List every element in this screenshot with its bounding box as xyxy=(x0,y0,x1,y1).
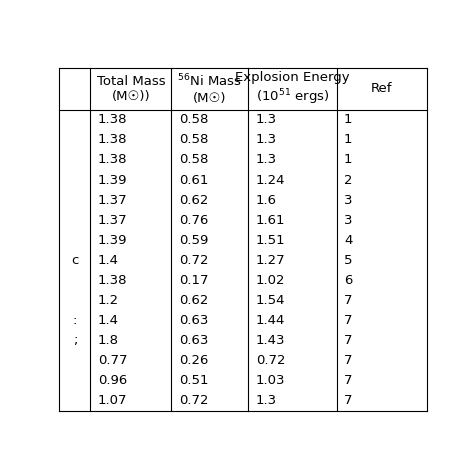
Text: 3: 3 xyxy=(344,214,353,227)
Text: :: : xyxy=(73,314,77,327)
Text: 1.07: 1.07 xyxy=(98,394,128,407)
Text: 0.58: 0.58 xyxy=(179,154,208,166)
Text: 1.39: 1.39 xyxy=(98,234,128,247)
Text: 1.3: 1.3 xyxy=(256,394,277,407)
Text: 0.61: 0.61 xyxy=(179,173,208,187)
Text: 0.72: 0.72 xyxy=(179,254,208,267)
Text: 1.38: 1.38 xyxy=(98,113,128,127)
Text: 1.3: 1.3 xyxy=(256,113,277,127)
Text: 1: 1 xyxy=(344,113,353,127)
Text: 0.51: 0.51 xyxy=(179,374,208,387)
Text: 5: 5 xyxy=(344,254,353,267)
Text: 0.58: 0.58 xyxy=(179,133,208,146)
Text: 1.27: 1.27 xyxy=(256,254,285,267)
Text: Ref: Ref xyxy=(371,82,392,95)
Text: 1.8: 1.8 xyxy=(98,334,119,347)
Text: 2: 2 xyxy=(344,173,353,187)
Text: 4: 4 xyxy=(344,234,352,247)
Text: 1.24: 1.24 xyxy=(256,173,285,187)
Text: 1.61: 1.61 xyxy=(256,214,285,227)
Text: 0.63: 0.63 xyxy=(179,334,208,347)
Text: Explosion Energy
(10$^{51}$ ergs): Explosion Energy (10$^{51}$ ergs) xyxy=(235,71,350,107)
Text: 7: 7 xyxy=(344,314,353,327)
Text: 1.43: 1.43 xyxy=(256,334,285,347)
Text: 0.72: 0.72 xyxy=(179,394,208,407)
Text: 0.17: 0.17 xyxy=(179,274,208,287)
Text: c: c xyxy=(71,254,79,267)
Text: 1.51: 1.51 xyxy=(256,234,285,247)
Text: 1.4: 1.4 xyxy=(98,314,119,327)
Text: ;: ; xyxy=(73,334,77,347)
Text: 3: 3 xyxy=(344,194,353,207)
Text: 1.37: 1.37 xyxy=(98,214,128,227)
Text: 7: 7 xyxy=(344,374,353,387)
Text: 0.72: 0.72 xyxy=(256,354,285,367)
Text: 1.38: 1.38 xyxy=(98,133,128,146)
Text: 7: 7 xyxy=(344,394,353,407)
Text: 0.58: 0.58 xyxy=(179,113,208,127)
Text: 6: 6 xyxy=(344,274,352,287)
Text: 1.38: 1.38 xyxy=(98,154,128,166)
Text: 0.76: 0.76 xyxy=(179,214,208,227)
Text: 0.26: 0.26 xyxy=(179,354,208,367)
Text: 1.37: 1.37 xyxy=(98,194,128,207)
Text: Total Mass
(M☉)): Total Mass (M☉)) xyxy=(97,75,165,103)
Text: 1.3: 1.3 xyxy=(256,133,277,146)
Text: 0.62: 0.62 xyxy=(179,294,208,307)
Text: 7: 7 xyxy=(344,334,353,347)
Text: 1: 1 xyxy=(344,133,353,146)
Text: 0.62: 0.62 xyxy=(179,194,208,207)
Text: 7: 7 xyxy=(344,354,353,367)
Text: $^{56}$Ni Mass
(M☉): $^{56}$Ni Mass (M☉) xyxy=(177,73,242,105)
Text: 7: 7 xyxy=(344,294,353,307)
Text: 1.38: 1.38 xyxy=(98,274,128,287)
Text: 0.77: 0.77 xyxy=(98,354,128,367)
Text: 1.44: 1.44 xyxy=(256,314,285,327)
Text: 0.96: 0.96 xyxy=(98,374,127,387)
Text: 1.39: 1.39 xyxy=(98,173,128,187)
Text: 1.4: 1.4 xyxy=(98,254,119,267)
Text: 1.6: 1.6 xyxy=(256,194,277,207)
Text: 0.59: 0.59 xyxy=(179,234,208,247)
Text: 1.54: 1.54 xyxy=(256,294,285,307)
Text: 1.3: 1.3 xyxy=(256,154,277,166)
Text: 0.63: 0.63 xyxy=(179,314,208,327)
Text: 1.02: 1.02 xyxy=(256,274,285,287)
Text: 1.2: 1.2 xyxy=(98,294,119,307)
Text: 1: 1 xyxy=(344,154,353,166)
Text: 1.03: 1.03 xyxy=(256,374,285,387)
